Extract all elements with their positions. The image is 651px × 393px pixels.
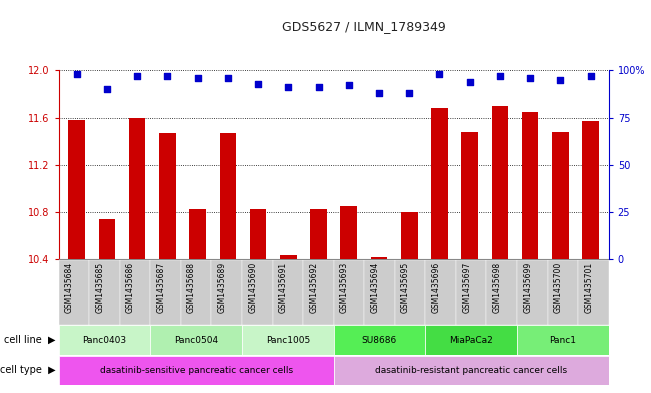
Bar [89, 260, 120, 325]
Text: Panc1005: Panc1005 [266, 336, 310, 345]
Bar [517, 260, 547, 325]
Point [72, 71, 82, 77]
Bar [159, 133, 176, 259]
Text: cell line  ▶: cell line ▶ [4, 335, 55, 345]
Bar [431, 108, 448, 259]
Bar [181, 260, 212, 325]
Bar [425, 260, 456, 325]
Bar [212, 260, 242, 325]
Text: GSM1435700: GSM1435700 [554, 262, 563, 313]
Text: GSM1435698: GSM1435698 [493, 262, 502, 313]
Text: Panc0504: Panc0504 [174, 336, 218, 345]
Text: GSM1435691: GSM1435691 [279, 262, 288, 313]
Text: GSM1435686: GSM1435686 [126, 262, 135, 313]
Bar [273, 260, 303, 325]
Text: MiaPaCa2: MiaPaCa2 [449, 336, 493, 345]
Bar [333, 260, 364, 325]
Bar [219, 133, 236, 259]
Bar [552, 132, 568, 259]
Bar [311, 209, 327, 259]
Bar [364, 260, 395, 325]
Point [223, 75, 233, 81]
Point [464, 79, 475, 85]
Bar [303, 260, 333, 325]
Bar [333, 325, 425, 355]
Text: GSM1435690: GSM1435690 [248, 262, 257, 313]
Point [283, 84, 294, 90]
Text: GSM1435689: GSM1435689 [217, 262, 227, 313]
Point [193, 75, 203, 81]
Point [162, 73, 173, 79]
Text: Panc0403: Panc0403 [83, 336, 126, 345]
Bar [189, 209, 206, 259]
Bar [59, 356, 333, 385]
Bar [340, 206, 357, 259]
Text: Panc1: Panc1 [549, 336, 576, 345]
Text: GDS5627 / ILMN_1789349: GDS5627 / ILMN_1789349 [282, 20, 445, 33]
Text: dasatinib-sensitive pancreatic cancer cells: dasatinib-sensitive pancreatic cancer ce… [100, 366, 293, 375]
Text: GSM1435688: GSM1435688 [187, 262, 196, 313]
Point [495, 73, 505, 79]
Bar [333, 356, 609, 385]
Text: GSM1435685: GSM1435685 [96, 262, 104, 313]
Point [253, 81, 263, 87]
Bar [492, 106, 508, 259]
Text: GSM1435693: GSM1435693 [340, 262, 349, 313]
Bar [150, 325, 242, 355]
Bar [242, 325, 334, 355]
Bar [401, 212, 417, 259]
Bar [547, 260, 578, 325]
Bar [370, 257, 387, 259]
Text: cell type  ▶: cell type ▶ [0, 365, 55, 375]
Bar [250, 209, 266, 259]
Bar [59, 325, 150, 355]
Bar [242, 260, 273, 325]
Point [434, 71, 445, 77]
Text: GSM1435694: GSM1435694 [370, 262, 380, 313]
Text: SU8686: SU8686 [362, 336, 397, 345]
Bar [486, 260, 517, 325]
Bar [59, 260, 89, 325]
Point [102, 86, 112, 92]
Bar [280, 255, 297, 259]
Bar [522, 112, 538, 259]
Point [344, 82, 354, 88]
Bar [68, 120, 85, 259]
Point [555, 77, 566, 83]
Text: GSM1435701: GSM1435701 [585, 262, 594, 313]
Point [313, 84, 324, 90]
Text: GSM1435696: GSM1435696 [432, 262, 441, 313]
Text: GSM1435699: GSM1435699 [523, 262, 533, 313]
Point [374, 90, 384, 96]
Bar [425, 325, 517, 355]
Text: GSM1435695: GSM1435695 [401, 262, 410, 313]
Point [132, 73, 143, 79]
Text: GSM1435692: GSM1435692 [309, 262, 318, 313]
Bar [456, 260, 486, 325]
Bar [395, 260, 425, 325]
Text: GSM1435687: GSM1435687 [156, 262, 165, 313]
Bar [578, 260, 609, 325]
Bar [129, 118, 145, 259]
Bar [99, 219, 115, 259]
Text: GSM1435684: GSM1435684 [65, 262, 74, 313]
Bar [517, 325, 609, 355]
Point [585, 73, 596, 79]
Point [404, 90, 415, 96]
Point [525, 75, 535, 81]
Bar [462, 132, 478, 259]
Bar [150, 260, 181, 325]
Text: GSM1435697: GSM1435697 [462, 262, 471, 313]
Text: dasatinib-resistant pancreatic cancer cells: dasatinib-resistant pancreatic cancer ce… [375, 366, 567, 375]
Bar [120, 260, 150, 325]
Bar [582, 121, 599, 259]
